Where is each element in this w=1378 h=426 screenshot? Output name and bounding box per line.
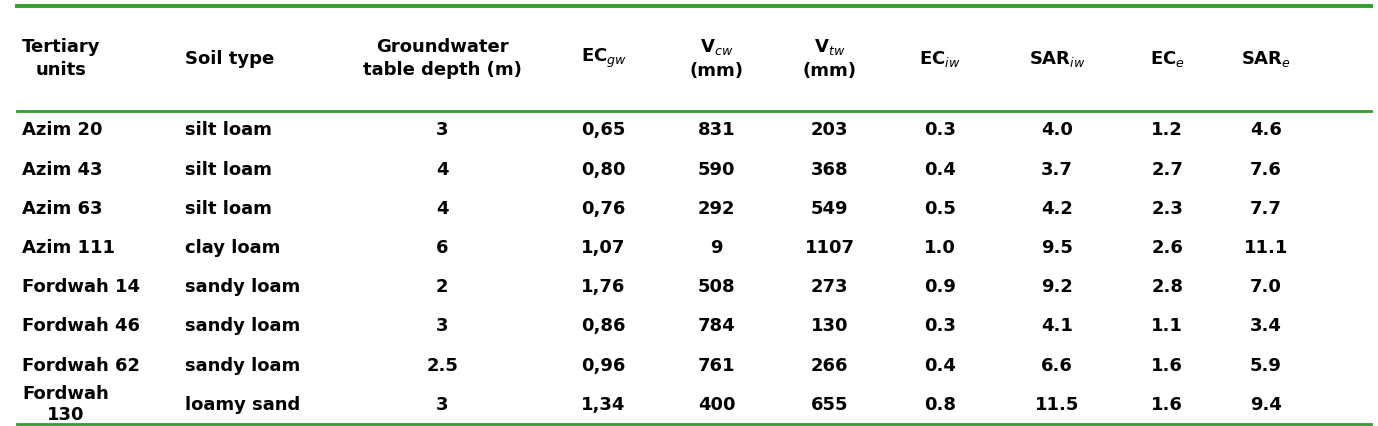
Text: 3: 3 bbox=[435, 317, 449, 335]
Text: 7.7: 7.7 bbox=[1250, 200, 1282, 218]
Text: 0.4: 0.4 bbox=[923, 161, 956, 178]
Text: EC$_{e}$: EC$_{e}$ bbox=[1149, 49, 1185, 69]
Text: 4: 4 bbox=[435, 161, 449, 178]
Text: 2.6: 2.6 bbox=[1151, 239, 1184, 257]
Text: Soil type: Soil type bbox=[185, 49, 274, 68]
Text: 0,86: 0,86 bbox=[582, 317, 626, 335]
Text: Fordwah 14: Fordwah 14 bbox=[22, 278, 141, 296]
Text: Tertiary
units: Tertiary units bbox=[22, 38, 101, 79]
Text: 655: 655 bbox=[810, 396, 849, 414]
Text: EC$_{iw}$: EC$_{iw}$ bbox=[919, 49, 960, 69]
Text: 1.6: 1.6 bbox=[1151, 396, 1184, 414]
Text: 590: 590 bbox=[697, 161, 736, 178]
Text: 0.4: 0.4 bbox=[923, 357, 956, 374]
Text: Azim 43: Azim 43 bbox=[22, 161, 102, 178]
Text: 11.5: 11.5 bbox=[1035, 396, 1079, 414]
Text: 203: 203 bbox=[810, 121, 849, 139]
Text: 0.3: 0.3 bbox=[923, 121, 956, 139]
Text: Azim 63: Azim 63 bbox=[22, 200, 102, 218]
Text: 4.2: 4.2 bbox=[1040, 200, 1073, 218]
Text: 1107: 1107 bbox=[805, 239, 854, 257]
Text: 6.6: 6.6 bbox=[1040, 357, 1073, 374]
Text: sandy loam: sandy loam bbox=[185, 278, 300, 296]
Text: SAR$_{e}$: SAR$_{e}$ bbox=[1240, 49, 1291, 69]
Text: 7.6: 7.6 bbox=[1250, 161, 1282, 178]
Text: 292: 292 bbox=[697, 200, 736, 218]
Text: 2.7: 2.7 bbox=[1151, 161, 1184, 178]
Text: 1.1: 1.1 bbox=[1151, 317, 1184, 335]
Text: Azim 20: Azim 20 bbox=[22, 121, 102, 139]
Text: SAR$_{iw}$: SAR$_{iw}$ bbox=[1028, 49, 1086, 69]
Text: 0.5: 0.5 bbox=[923, 200, 956, 218]
Text: 0.8: 0.8 bbox=[923, 396, 956, 414]
Text: 761: 761 bbox=[697, 357, 736, 374]
Text: 9.4: 9.4 bbox=[1250, 396, 1282, 414]
Text: silt loam: silt loam bbox=[185, 200, 271, 218]
Text: 9.5: 9.5 bbox=[1040, 239, 1073, 257]
Text: 4.1: 4.1 bbox=[1040, 317, 1073, 335]
Text: 549: 549 bbox=[810, 200, 849, 218]
Text: 2.5: 2.5 bbox=[426, 357, 459, 374]
Text: 368: 368 bbox=[810, 161, 849, 178]
Text: 1,76: 1,76 bbox=[582, 278, 626, 296]
Text: sandy loam: sandy loam bbox=[185, 317, 300, 335]
Text: 3: 3 bbox=[435, 121, 449, 139]
Text: 0.3: 0.3 bbox=[923, 317, 956, 335]
Text: 1.2: 1.2 bbox=[1151, 121, 1184, 139]
Text: 0.9: 0.9 bbox=[923, 278, 956, 296]
Text: 0,96: 0,96 bbox=[582, 357, 626, 374]
Text: 0,76: 0,76 bbox=[582, 200, 626, 218]
Text: 4: 4 bbox=[435, 200, 449, 218]
Text: 784: 784 bbox=[697, 317, 736, 335]
Text: 130: 130 bbox=[810, 317, 849, 335]
Text: 1.6: 1.6 bbox=[1151, 357, 1184, 374]
Text: 0,80: 0,80 bbox=[582, 161, 626, 178]
Text: 1,07: 1,07 bbox=[582, 239, 626, 257]
Text: 266: 266 bbox=[810, 357, 849, 374]
Text: silt loam: silt loam bbox=[185, 121, 271, 139]
Text: 6: 6 bbox=[435, 239, 449, 257]
Text: loamy sand: loamy sand bbox=[185, 396, 300, 414]
Text: 4.6: 4.6 bbox=[1250, 121, 1282, 139]
Text: 2: 2 bbox=[435, 278, 449, 296]
Text: 2.3: 2.3 bbox=[1151, 200, 1184, 218]
Text: 1,34: 1,34 bbox=[582, 396, 626, 414]
Text: 3.7: 3.7 bbox=[1040, 161, 1073, 178]
Text: Fordwah 62: Fordwah 62 bbox=[22, 357, 141, 374]
Text: 7.0: 7.0 bbox=[1250, 278, 1282, 296]
Text: sandy loam: sandy loam bbox=[185, 357, 300, 374]
Text: Azim 111: Azim 111 bbox=[22, 239, 114, 257]
Text: 9.2: 9.2 bbox=[1040, 278, 1073, 296]
Text: 400: 400 bbox=[697, 396, 736, 414]
Text: 3.4: 3.4 bbox=[1250, 317, 1282, 335]
Text: Fordwah 46: Fordwah 46 bbox=[22, 317, 141, 335]
Text: 508: 508 bbox=[697, 278, 736, 296]
Text: Groundwater
table depth (m): Groundwater table depth (m) bbox=[362, 38, 522, 79]
Text: 1.0: 1.0 bbox=[923, 239, 956, 257]
Text: silt loam: silt loam bbox=[185, 161, 271, 178]
Text: 831: 831 bbox=[697, 121, 736, 139]
Text: clay loam: clay loam bbox=[185, 239, 280, 257]
Text: 273: 273 bbox=[810, 278, 849, 296]
Text: EC$_{gw}$: EC$_{gw}$ bbox=[580, 47, 627, 70]
Text: 4.0: 4.0 bbox=[1040, 121, 1073, 139]
Text: 0,65: 0,65 bbox=[582, 121, 626, 139]
Text: 5.9: 5.9 bbox=[1250, 357, 1282, 374]
Text: V$_{tw}$
(mm): V$_{tw}$ (mm) bbox=[802, 37, 857, 80]
Text: 3: 3 bbox=[435, 396, 449, 414]
Text: Fordwah
130: Fordwah 130 bbox=[22, 385, 109, 424]
Text: 9: 9 bbox=[710, 239, 723, 257]
Text: 11.1: 11.1 bbox=[1243, 239, 1288, 257]
Text: V$_{cw}$
(mm): V$_{cw}$ (mm) bbox=[689, 37, 744, 80]
Text: 2.8: 2.8 bbox=[1151, 278, 1184, 296]
